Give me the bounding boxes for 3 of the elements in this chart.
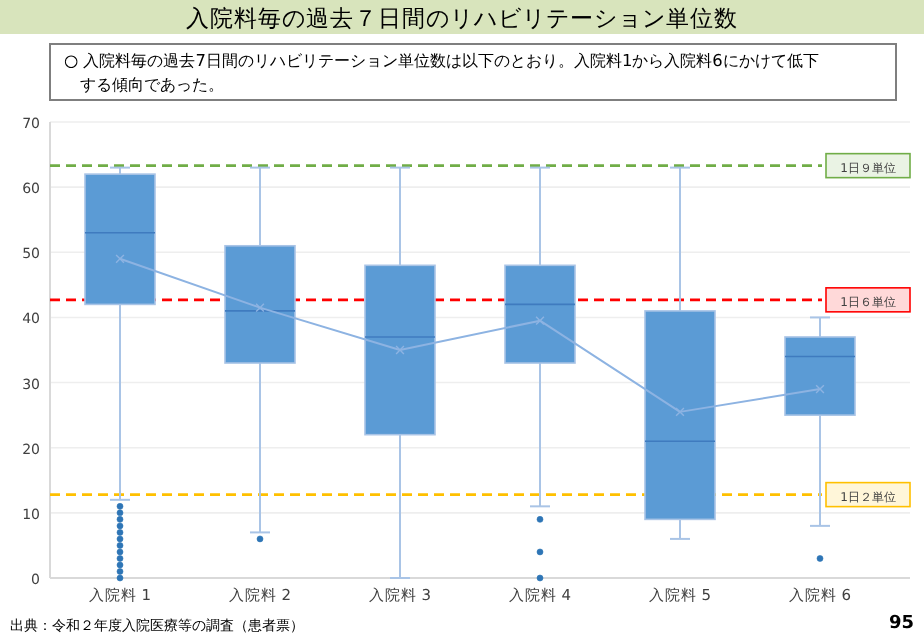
subtitle: ○ 入院料毎の過去7日間のリハビリテーション単位数は以下のとおり。入院料1から入院料6にかけて低下する傾向であった。 <box>64 50 819 94</box>
text: 95 <box>888 614 914 634</box>
title: 入院料毎の過去７日間のリハビリテーション単位数 <box>186 4 738 32</box>
